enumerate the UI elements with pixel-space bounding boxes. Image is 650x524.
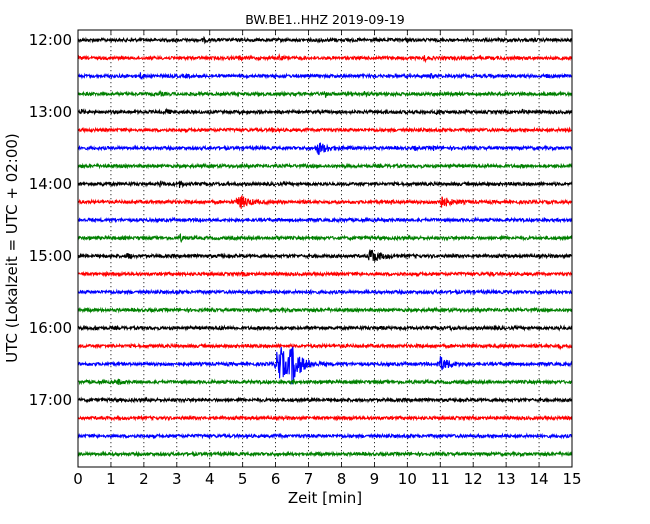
trace-1730 [77, 432, 573, 440]
x-tick-label: 14 [530, 470, 549, 488]
x-tick-label: 0 [73, 470, 83, 488]
x-tick-label: 1 [106, 470, 116, 488]
trace-1745 [77, 450, 573, 458]
trace-1230 [77, 72, 573, 81]
y-tick-label: 14:00 [29, 175, 72, 193]
x-axis-label: Zeit [min] [288, 489, 362, 507]
trace-1530 [77, 288, 573, 296]
y-axis-label: UTC (Lokalzeit = UTC + 02:00) [3, 133, 21, 363]
x-tick-label: 7 [304, 470, 314, 488]
y-tick-label: 17:00 [29, 391, 72, 409]
trace-1400 [77, 180, 573, 189]
trace-1315 [77, 126, 573, 134]
trace-1700 [77, 396, 573, 404]
x-tick-label: 10 [398, 470, 417, 488]
trace-1500 [77, 249, 573, 262]
trace-1345 [77, 162, 573, 170]
trace-1615 [77, 342, 573, 351]
y-tick-label: 12:00 [29, 31, 72, 49]
chart-title: BW.BE1..HHZ 2019-09-19 [245, 12, 404, 27]
x-tick-label: 6 [271, 470, 281, 488]
x-tick-label: 4 [205, 470, 215, 488]
x-tick-label: 5 [238, 470, 248, 488]
axis-ticks [77, 30, 573, 467]
trace-1545 [77, 306, 573, 314]
x-tick-label: 15 [562, 470, 581, 488]
trace-1330 [77, 142, 573, 156]
trace-1445 [77, 233, 573, 244]
y-tick-label: 13:00 [29, 103, 72, 121]
plot-frame [77, 29, 573, 468]
y-tick-label: 16:00 [29, 319, 72, 337]
trace-1215 [77, 53, 573, 64]
trace-lines [77, 35, 573, 458]
x-tick-label: 11 [431, 470, 450, 488]
x-tick-label: 9 [370, 470, 380, 488]
x-tick-label: 2 [139, 470, 149, 488]
x-tick-label: 3 [172, 470, 182, 488]
trace-1245 [77, 89, 573, 98]
y-tick-label: 15:00 [29, 247, 72, 265]
trace-1630 [77, 346, 573, 385]
x-tick-label: 12 [464, 470, 483, 488]
grid [110, 30, 540, 467]
trace-1300 [77, 107, 573, 116]
trace-1645 [77, 378, 573, 386]
x-tick-label: 13 [497, 470, 516, 488]
tick-labels: 0 1 2 3 4 5 6 7 8 9 10 11 12 13 14 1512:0013:0014:0015:… [29, 31, 582, 488]
x-tick-label: 8 [337, 470, 347, 488]
trace-1415 [77, 195, 573, 209]
trace-1430 [77, 216, 573, 224]
trace-1200 [77, 35, 572, 45]
trace-1515 [77, 270, 573, 278]
trace-1715 [77, 414, 573, 422]
trace-1600 [77, 324, 573, 332]
